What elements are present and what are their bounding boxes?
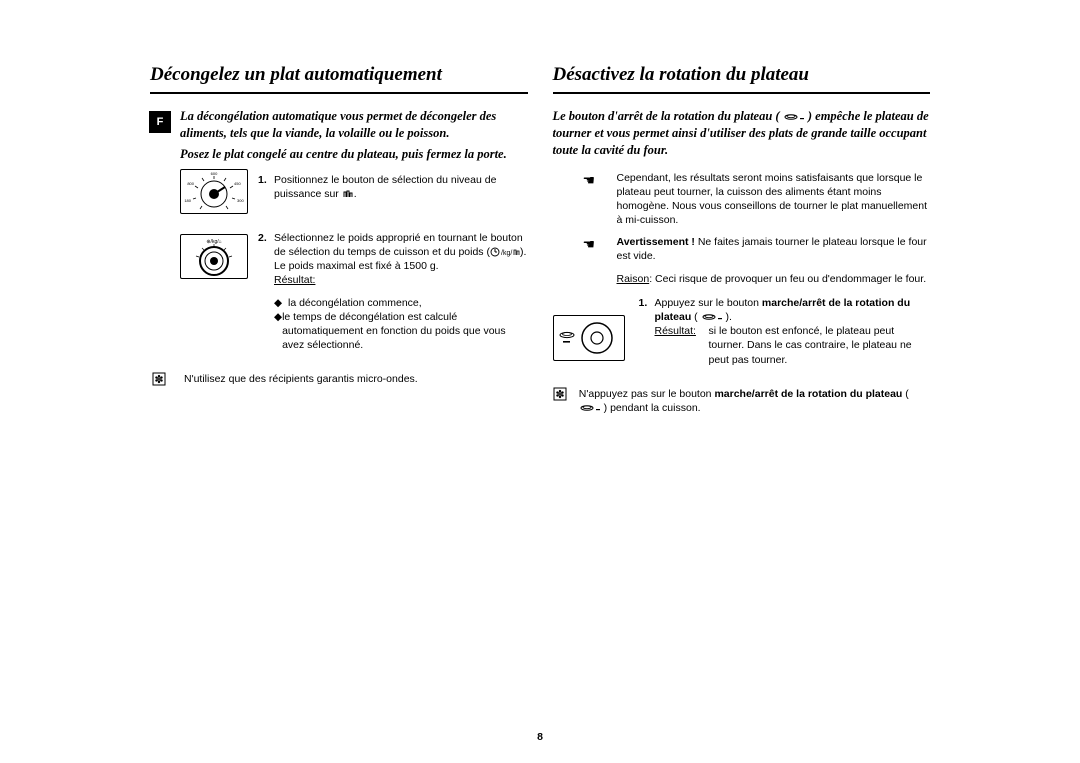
note-icon: ✽ <box>553 387 579 415</box>
svg-text:450: 450 <box>234 181 241 186</box>
right-heading: Désactivez la rotation du plateau <box>553 64 931 94</box>
dish-off-icon <box>783 112 805 122</box>
note-icon: ✽ <box>150 372 184 386</box>
power-dial-illustration: 600 800 450 180 300 <box>180 169 248 214</box>
dish-off-icon <box>701 312 723 322</box>
right-hand-notes: ☚ Cependant, les résultats seront moins … <box>583 171 931 264</box>
step-text: Sélectionnez le poids approprié en tourn… <box>274 231 528 288</box>
svg-text:600: 600 <box>211 172 218 176</box>
pointing-hand-icon: ☚ <box>583 235 617 263</box>
diamond-bullet-icon: ◆ <box>274 310 282 353</box>
right-column: Désactivez la rotation du plateau Le bou… <box>553 64 931 704</box>
svg-text:✽: ✽ <box>555 389 564 401</box>
right-result: Résultat: si le bouton est enfoncé, le p… <box>655 324 931 367</box>
left-heading: Décongelez un plat automatiquement <box>150 64 528 94</box>
time-weight-dial-illustration: ⊕/kg/⌂ <box>180 234 248 279</box>
svg-text:300: 300 <box>237 198 244 203</box>
left-result-bullets: ◆la décongélation commence, ◆le temps de… <box>274 296 528 353</box>
step-text: Appuyez sur le bouton marche/arrêt de la… <box>655 296 931 324</box>
right-step-1: 1. Appuyez sur le bouton marche/arrêt de… <box>639 296 931 324</box>
clock-kg-icon: /kg/ <box>490 247 520 257</box>
svg-text:✽: ✽ <box>154 374 163 386</box>
result-label: Résultat: <box>655 324 709 367</box>
left-intro-2: Posez le plat congelé au centre du plate… <box>180 146 528 163</box>
reason-row: Raison: Ceci risque de provoquer un feu … <box>617 272 931 286</box>
pointing-hand-icon: ☚ <box>583 171 617 228</box>
left-column: Décongelez un plat automatiquement F La … <box>150 64 528 704</box>
left-note: ✽ N'utilisez que des récipients garantis… <box>150 372 528 386</box>
svg-text:180: 180 <box>184 198 191 203</box>
right-note: ✽ N'appuyez pas sur le bouton marche/arr… <box>553 387 931 415</box>
step-text: Positionnez le bouton de sélection du ni… <box>274 173 528 201</box>
left-intro-1: La décongélation automatique vous permet… <box>180 108 528 142</box>
left-step-1: 1. Positionnez le bouton de sélection du… <box>258 173 528 201</box>
right-intro: Le bouton d'arrêt de la rotation du plat… <box>553 108 931 159</box>
svg-text:⊕/kg/⌂: ⊕/kg/⌂ <box>206 239 221 245</box>
page-number: 8 <box>0 731 1080 743</box>
step-number: 1. <box>639 296 655 324</box>
step-number: 1. <box>258 173 274 201</box>
svg-text:/kg/: /kg/ <box>501 250 512 257</box>
diamond-bullet-icon: ◆ <box>274 296 288 310</box>
left-step-2: 2. Sélectionnez le poids approprié en to… <box>258 231 528 288</box>
language-badge: F <box>149 111 171 133</box>
result-label: Résultat: <box>274 274 315 286</box>
turntable-button-illustration <box>553 315 625 361</box>
step-number: 2. <box>258 231 274 288</box>
defrost-icon <box>342 189 354 199</box>
dish-off-icon <box>579 403 601 413</box>
svg-text:800: 800 <box>187 181 194 186</box>
